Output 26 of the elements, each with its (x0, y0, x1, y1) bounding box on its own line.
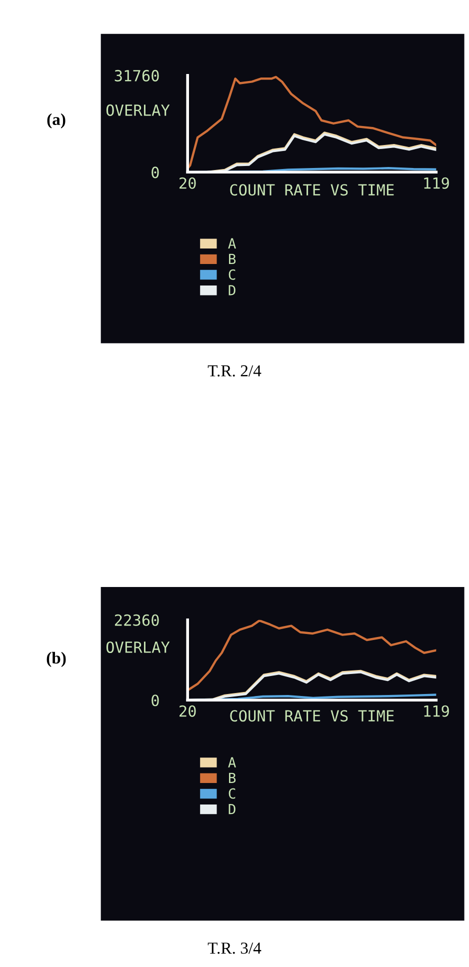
text: T.R. 3/4 (208, 942, 262, 954)
text: (b) (46, 652, 66, 668)
text: T.R. 2/4 (208, 365, 262, 377)
line-series (188, 620, 436, 692)
line-series (188, 76, 436, 170)
legend-label: D (228, 285, 236, 296)
legend-label: C (228, 269, 236, 280)
x-tick-label: 119 (424, 177, 449, 189)
x-axis-title: COUNT RATE VS TIME (230, 184, 394, 196)
legend-label: A (228, 757, 236, 768)
x-axis-title: COUNT RATE VS TIME (230, 710, 394, 722)
text: (a) (47, 113, 66, 128)
x-tick-label: 20 (180, 705, 196, 717)
y-axis-title: OVERLAY (106, 104, 170, 116)
y-tick-label: 0 (152, 694, 159, 706)
x-tick-label: 20 (180, 177, 196, 189)
legend-label: A (228, 238, 236, 248)
legend-label: B (229, 254, 236, 264)
x-tick-label: 119 (424, 705, 449, 717)
legend-label: C (228, 788, 236, 799)
legend-label: D (228, 804, 236, 814)
y-axis-title: OVERLAY (106, 641, 170, 654)
legend-label: B (229, 772, 236, 783)
y-tick-label: 22360 (114, 614, 159, 626)
y-tick-label: 0 (152, 166, 159, 178)
y-tick-label: 31760 (114, 70, 159, 82)
